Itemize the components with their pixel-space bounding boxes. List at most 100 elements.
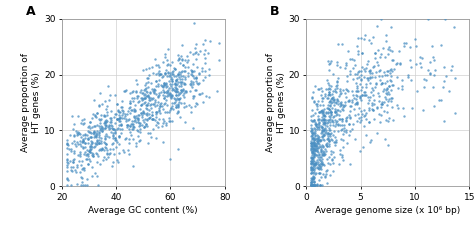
Point (309, 127, 316, 131)
Point (167, 106, 174, 110)
Point (167, 75, 175, 79)
Point (138, 92, 146, 95)
Point (322, 172, 329, 176)
Point (328, 110, 335, 114)
Point (86, 126, 94, 130)
Point (165, 119, 173, 123)
Point (318, 110, 325, 113)
Point (97, 148, 105, 152)
Point (308, 168, 315, 172)
Point (77, 144, 84, 148)
Point (113, 158, 120, 162)
Point (353, 100, 361, 104)
Point (180, 87, 187, 91)
Point (309, 144, 316, 147)
Point (383, 69, 391, 73)
Point (143, 107, 151, 111)
Point (133, 128, 140, 132)
Point (182, 58, 189, 62)
Point (386, 71, 394, 75)
Point (151, 88, 158, 92)
Point (312, 146, 319, 150)
Point (322, 111, 329, 115)
Point (86, 144, 93, 148)
Point (84, 137, 92, 141)
Point (189, 94, 197, 97)
Point (311, 123, 319, 126)
Point (141, 92, 149, 96)
Point (96, 147, 103, 151)
Point (314, 140, 321, 144)
Point (101, 137, 109, 140)
Point (318, 118, 325, 122)
Point (90, 130, 98, 134)
Point (329, 120, 337, 124)
Point (105, 98, 112, 102)
Point (367, 41, 375, 45)
Point (330, 98, 337, 102)
Point (325, 131, 332, 135)
Point (216, 58, 223, 62)
Point (356, 75, 363, 79)
Point (311, 162, 319, 166)
Point (325, 107, 333, 110)
Point (152, 92, 160, 96)
Point (427, 72, 434, 75)
Point (363, 111, 370, 115)
Point (153, 110, 161, 113)
Point (68, 141, 76, 145)
Point (156, 72, 164, 75)
Point (308, 153, 316, 157)
Point (313, 139, 320, 143)
Point (392, 62, 400, 66)
Point (314, 125, 321, 129)
Point (371, 56, 379, 60)
Point (77, 121, 84, 125)
Point (309, 183, 316, 187)
Point (90, 124, 98, 127)
Point (308, 147, 315, 151)
Point (139, 110, 147, 113)
Point (98, 129, 106, 133)
Point (160, 97, 167, 100)
Point (315, 127, 322, 130)
Point (105, 123, 112, 127)
Point (342, 63, 350, 67)
Point (318, 161, 326, 164)
Point (180, 105, 188, 109)
Point (73, 165, 81, 169)
Point (95, 133, 102, 137)
Point (320, 127, 328, 131)
Point (166, 108, 174, 112)
Point (177, 84, 184, 88)
Point (325, 131, 332, 134)
Point (135, 121, 143, 125)
Point (137, 90, 144, 94)
Point (193, 102, 201, 106)
Point (333, 80, 341, 83)
Point (326, 162, 334, 166)
Point (375, 69, 383, 72)
Point (63, 166, 71, 169)
Point (79, 146, 87, 150)
Point (439, 85, 447, 89)
Point (149, 71, 157, 75)
Point (112, 139, 119, 142)
Point (174, 72, 182, 76)
Point (441, 17, 449, 21)
Point (316, 139, 323, 142)
Point (308, 156, 316, 160)
Point (328, 100, 336, 104)
Point (357, 115, 365, 119)
Point (360, 109, 368, 112)
Point (309, 177, 317, 180)
Point (333, 63, 340, 67)
Point (327, 149, 335, 153)
Point (113, 103, 120, 106)
Point (311, 144, 319, 148)
Point (145, 112, 153, 116)
Point (166, 64, 173, 67)
Point (93, 140, 101, 144)
Point (312, 122, 319, 126)
Point (96, 141, 103, 144)
